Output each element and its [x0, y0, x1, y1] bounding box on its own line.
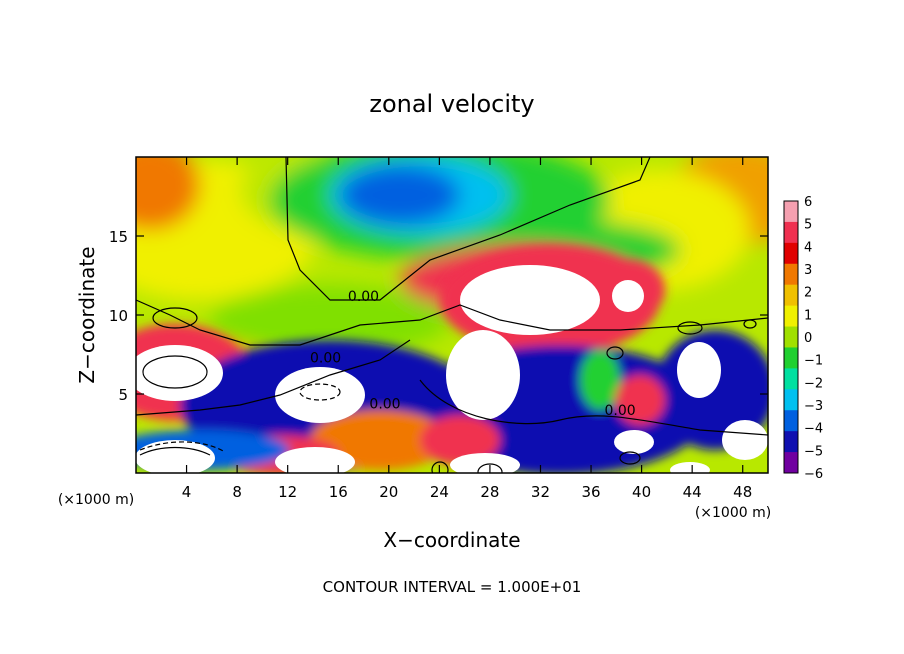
colorbar-tick-label: 1 — [804, 308, 812, 323]
x-tick-label: 12 — [278, 483, 297, 501]
y-tick-label: 10 — [109, 307, 128, 325]
colorbar-swatch — [784, 368, 798, 390]
colorbar-tick-label: −6 — [804, 467, 823, 482]
contour-label: 0.00 — [348, 289, 379, 305]
x-tick-label: 20 — [379, 483, 398, 501]
velocity-field — [136, 157, 768, 473]
colorbar-tick-label: 3 — [804, 263, 812, 278]
colorbar-tick-label: −4 — [804, 422, 823, 437]
colorbar-tick-label: −5 — [804, 444, 823, 459]
contour-label: 0.00 — [605, 403, 636, 419]
x-axis-ticks: 4 8 12 16 20 24 28 32 36 40 44 48 — [182, 157, 752, 501]
colorbar-frame — [783, 200, 799, 474]
x-tick-label: 32 — [531, 483, 550, 501]
colorbar-tick-label: −1 — [804, 354, 823, 369]
x-unit-left: (×1000 m) — [58, 492, 134, 508]
colorbar-tick-label: 0 — [804, 331, 812, 346]
contour-label: 0.00 — [310, 351, 341, 367]
x-unit-right: (×1000 m) — [695, 505, 771, 521]
colorbar-swatch — [784, 347, 798, 369]
colorbar-swatch — [784, 452, 798, 474]
colorbar: 6 5 4 3 2 1 0 −1 −2 −3 −4 −5 −6 — [783, 195, 823, 482]
y-axis-ticks: 5 10 15 — [109, 228, 768, 404]
x-tick-label: 8 — [232, 483, 242, 501]
colorbar-swatch — [784, 263, 798, 286]
colorbar-swatch — [784, 221, 798, 244]
colorbar-tick-label: −2 — [804, 376, 823, 391]
contour-labels: 0.00 0.00 0.00 0.00 — [310, 289, 636, 419]
colorbar-tick-label: 2 — [804, 286, 812, 301]
x-axis-label: X−coordinate — [383, 528, 520, 552]
x-tick-label: 16 — [329, 483, 348, 501]
x-tick-label: 48 — [733, 483, 752, 501]
x-tick-label: 24 — [430, 483, 449, 501]
colorbar-swatch — [784, 284, 798, 307]
colorbar-tick-label: 4 — [804, 240, 812, 255]
x-tick-label: 28 — [480, 483, 499, 501]
colorbar-swatch — [784, 326, 798, 348]
chart-title: zonal velocity — [369, 90, 534, 118]
x-tick-label: 4 — [182, 483, 192, 501]
colorbar-tick-label: 6 — [804, 195, 812, 210]
contour-label: 0.00 — [369, 396, 400, 412]
colorbar-tick-label: −3 — [804, 399, 823, 414]
y-axis-label: Z−coordinate — [75, 246, 99, 383]
colorbar-tick-label: 5 — [804, 218, 812, 233]
colorbar-swatch — [784, 431, 798, 453]
x-tick-label: 44 — [683, 483, 702, 501]
x-tick-label: 40 — [632, 483, 651, 501]
colorbar-swatch — [784, 305, 798, 328]
contour-interval-note: CONTOUR INTERVAL = 1.000E+01 — [323, 578, 582, 596]
colorbar-swatch — [784, 410, 798, 432]
y-tick-label: 5 — [118, 386, 128, 404]
colorbar-swatch — [784, 201, 798, 223]
colorbar-swatch — [784, 389, 798, 411]
y-tick-label: 15 — [109, 228, 128, 246]
x-tick-label: 36 — [581, 483, 600, 501]
colorbar-swatch — [784, 242, 798, 265]
